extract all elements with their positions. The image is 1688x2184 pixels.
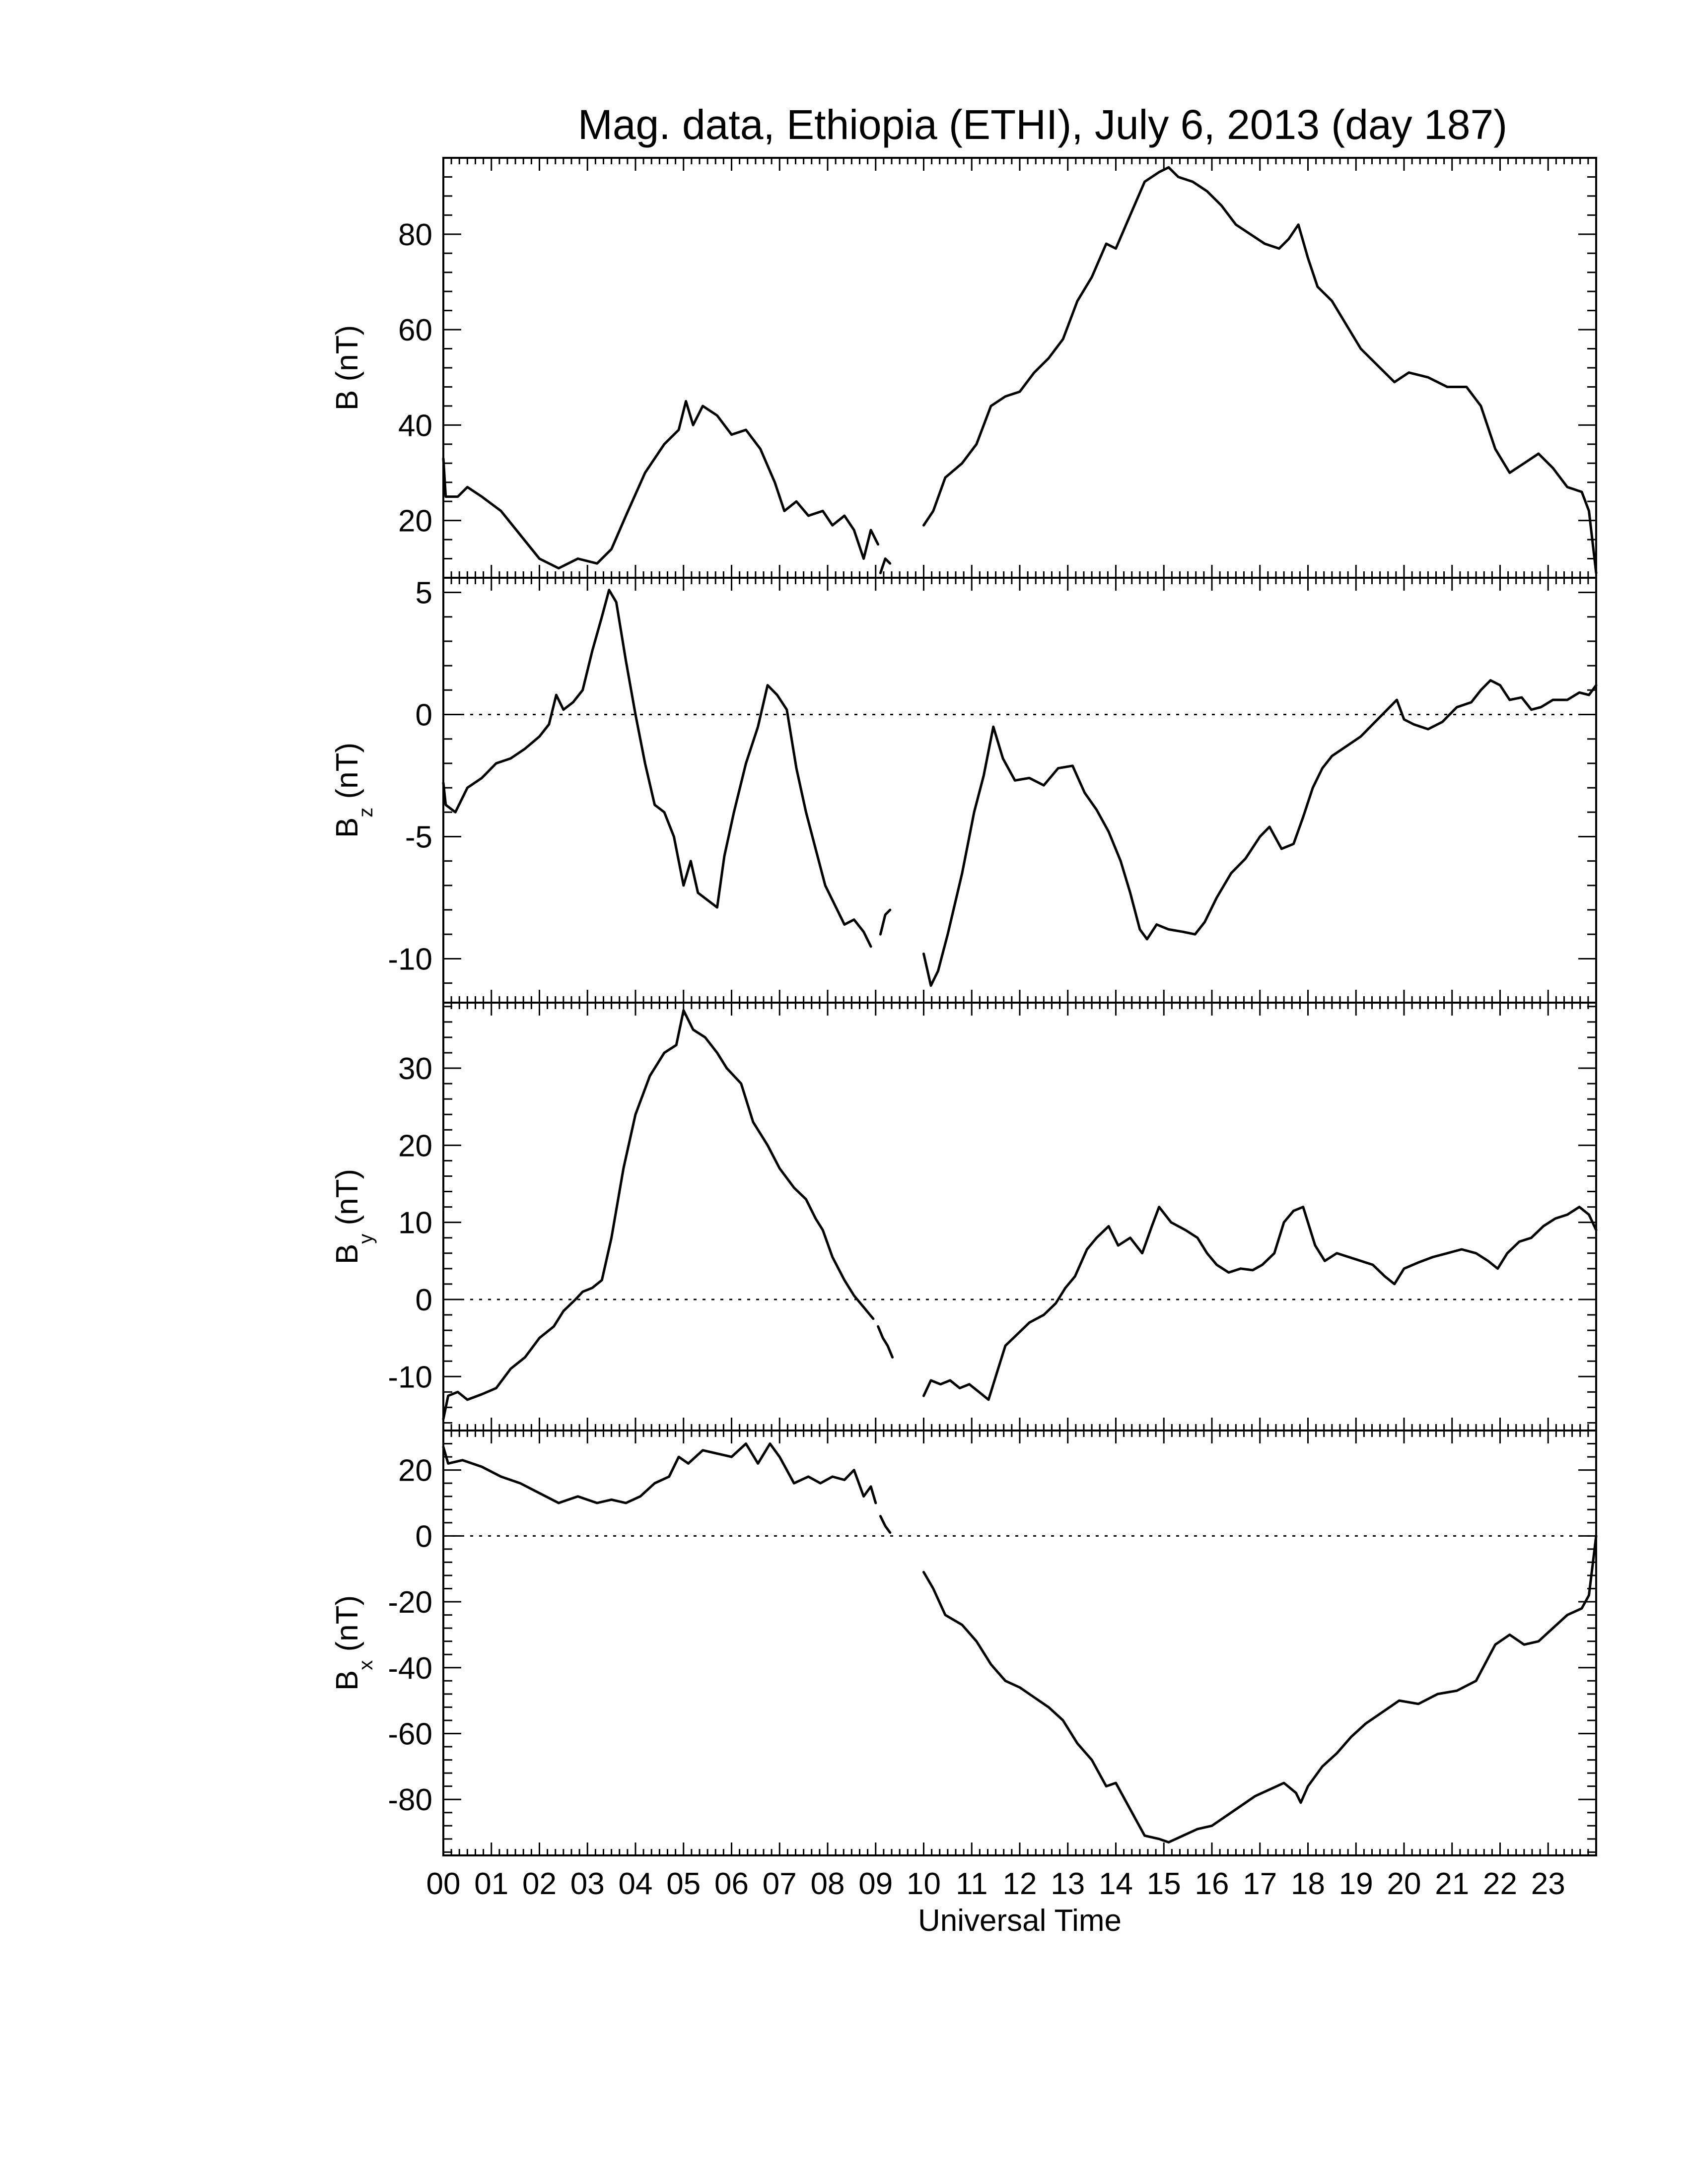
series-line-b	[442, 400, 880, 570]
x-tick-label: 06	[714, 1867, 749, 1901]
x-tick-label: 00	[426, 1867, 461, 1901]
x-tick-label: 19	[1339, 1867, 1373, 1901]
panel-frame	[442, 1430, 1597, 1856]
x-tick-label: 17	[1243, 1867, 1277, 1901]
panel-bz: 5 0 -5 -10 Bz (nT)	[330, 576, 1598, 1004]
series-line-by	[922, 1206, 1598, 1401]
panel-frame	[442, 157, 1597, 579]
x-tick-label: 04	[619, 1867, 653, 1901]
y-tick-label: 20	[398, 1454, 432, 1488]
y-tick-label: 20	[398, 1129, 432, 1163]
series-line-by	[442, 1009, 875, 1421]
y-axis-label-unit: (nT)	[330, 1169, 364, 1234]
panel-frame	[442, 577, 1597, 1004]
chart-title: Mag. data, Ethiopia (ETHI), July 6, 2013…	[578, 101, 1507, 148]
y-tick-label: 10	[398, 1206, 432, 1240]
x-tick-label: 12	[1003, 1867, 1037, 1901]
x-tick-label: 01	[474, 1867, 508, 1901]
x-axis-label: Universal Time	[918, 1904, 1122, 1938]
x-tick-label: 16	[1195, 1867, 1229, 1901]
y-tick-label: 30	[398, 1052, 432, 1086]
panel-by: 30 20 10 0 -10 By (nT)	[330, 1002, 1598, 1432]
y-tick-label: 20	[398, 504, 432, 539]
y-tick-label: 5	[416, 576, 432, 611]
x-tick-label: 15	[1147, 1867, 1181, 1901]
x-tick-label: 22	[1483, 1867, 1517, 1901]
y-tick-label: 80	[398, 218, 432, 252]
x-tick-label: 20	[1387, 1867, 1421, 1901]
y-axis-label-main: B	[330, 818, 364, 838]
y-axis-label-subscript: z	[355, 808, 377, 818]
y-tick-label: 0	[416, 698, 432, 732]
y-tick-label: -80	[388, 1783, 432, 1817]
panels-group: 20 40 60 80 B (nT) 5 0 -5 -10 Bz (nT) 30 20 10 0 -10 By…	[330, 157, 1598, 1856]
y-tick-label: -5	[405, 820, 432, 854]
x-tick-label: 02	[522, 1867, 557, 1901]
x-tick-label: 07	[763, 1867, 797, 1901]
series-line-bz	[922, 679, 1598, 987]
y-tick-label: 40	[398, 409, 432, 443]
series-line-bz	[879, 908, 892, 936]
panel-bx: 20 0 -20 -40 -60 -80 Bx (nT)	[330, 1430, 1598, 1856]
x-tick-label: 08	[811, 1867, 845, 1901]
series-line-bz	[442, 589, 872, 948]
x-tick-label: 13	[1051, 1867, 1085, 1901]
y-axis-label: Bz (nT)	[330, 743, 377, 838]
y-axis-label: Bx (nT)	[330, 1595, 377, 1691]
x-tick-label: 14	[1099, 1867, 1133, 1901]
y-axis-label-subscript: x	[355, 1660, 377, 1670]
x-tick-label: 03	[570, 1867, 605, 1901]
panel-b: 20 40 60 80 B (nT)	[330, 157, 1598, 579]
y-axis-label-main: B	[330, 1244, 364, 1264]
series-line-by	[877, 1325, 894, 1359]
x-tick-label: 05	[666, 1867, 701, 1901]
series-line-b	[879, 557, 892, 574]
series-line-bx	[879, 1515, 892, 1534]
y-axis-label-subscript: y	[355, 1234, 377, 1244]
x-tick-label: 10	[907, 1867, 941, 1901]
y-tick-label: -20	[388, 1585, 432, 1620]
series-line-bx	[922, 1534, 1598, 1843]
y-tick-label: -10	[388, 942, 432, 976]
y-axis-label-unit: (nT)	[330, 1595, 364, 1660]
x-tick-label: 18	[1291, 1867, 1325, 1901]
y-tick-label: -40	[388, 1651, 432, 1686]
y-tick-label: 0	[416, 1283, 432, 1317]
y-tick-label: 0	[416, 1519, 432, 1554]
y-axis-label-main: B	[330, 1670, 364, 1691]
y-tick-label: 60	[398, 313, 432, 347]
y-tick-label: -60	[388, 1717, 432, 1751]
y-axis-label-unit: (nT)	[330, 743, 364, 808]
series-line-b	[922, 166, 1598, 574]
x-axis: 00 01 02 03 04 05 06 07 08 09 10 11 12 13 14 15 16 17 18 19…	[426, 1867, 1565, 1901]
y-axis-label: By (nT)	[330, 1169, 377, 1264]
series-line-bx	[442, 1442, 877, 1504]
x-tick-label: 09	[858, 1867, 893, 1901]
y-tick-label: -10	[388, 1360, 432, 1394]
y-axis-label: B (nT)	[330, 325, 364, 410]
x-tick-label: 21	[1435, 1867, 1469, 1901]
x-tick-label: 11	[956, 1867, 987, 1901]
x-tick-label: 23	[1531, 1867, 1565, 1901]
